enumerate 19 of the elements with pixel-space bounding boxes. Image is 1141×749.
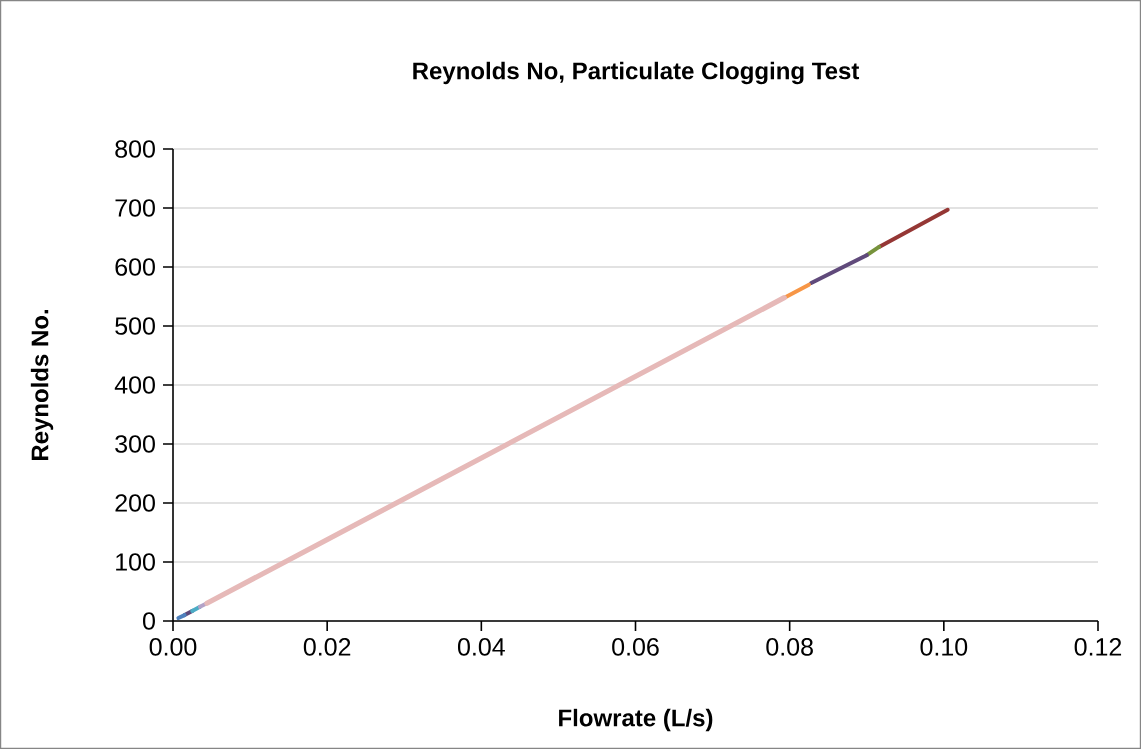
x-tick-label: 0.02 bbox=[303, 638, 351, 656]
y-tick-label: 500 bbox=[115, 317, 155, 335]
y-axis-title: Reynolds No. bbox=[30, 309, 54, 461]
x-tick-label: 0.04 bbox=[457, 638, 505, 656]
y-tick-label: 100 bbox=[116, 553, 155, 571]
y-tick-label: 400 bbox=[114, 376, 155, 394]
x-tick-label: 0.08 bbox=[766, 638, 813, 656]
y-tick-label: 700 bbox=[115, 199, 155, 217]
chart-title: Reynolds No, Particulate Clogging Test bbox=[413, 61, 860, 85]
x-tick-label: 0.10 bbox=[920, 638, 968, 656]
y-tick-label: 200 bbox=[115, 494, 155, 512]
y-tick-label: 600 bbox=[115, 258, 155, 276]
y-tick-label: 0 bbox=[143, 612, 155, 630]
x-tick-label: 0.00 bbox=[149, 638, 197, 656]
y-tick-label: 800 bbox=[115, 140, 155, 158]
x-tick-label: 0.12 bbox=[1074, 638, 1122, 656]
x-axis-title: Flowrate (L/s) bbox=[559, 708, 713, 732]
y-tick-label: 300 bbox=[115, 435, 155, 453]
x-tick-label: 0.06 bbox=[612, 638, 659, 656]
